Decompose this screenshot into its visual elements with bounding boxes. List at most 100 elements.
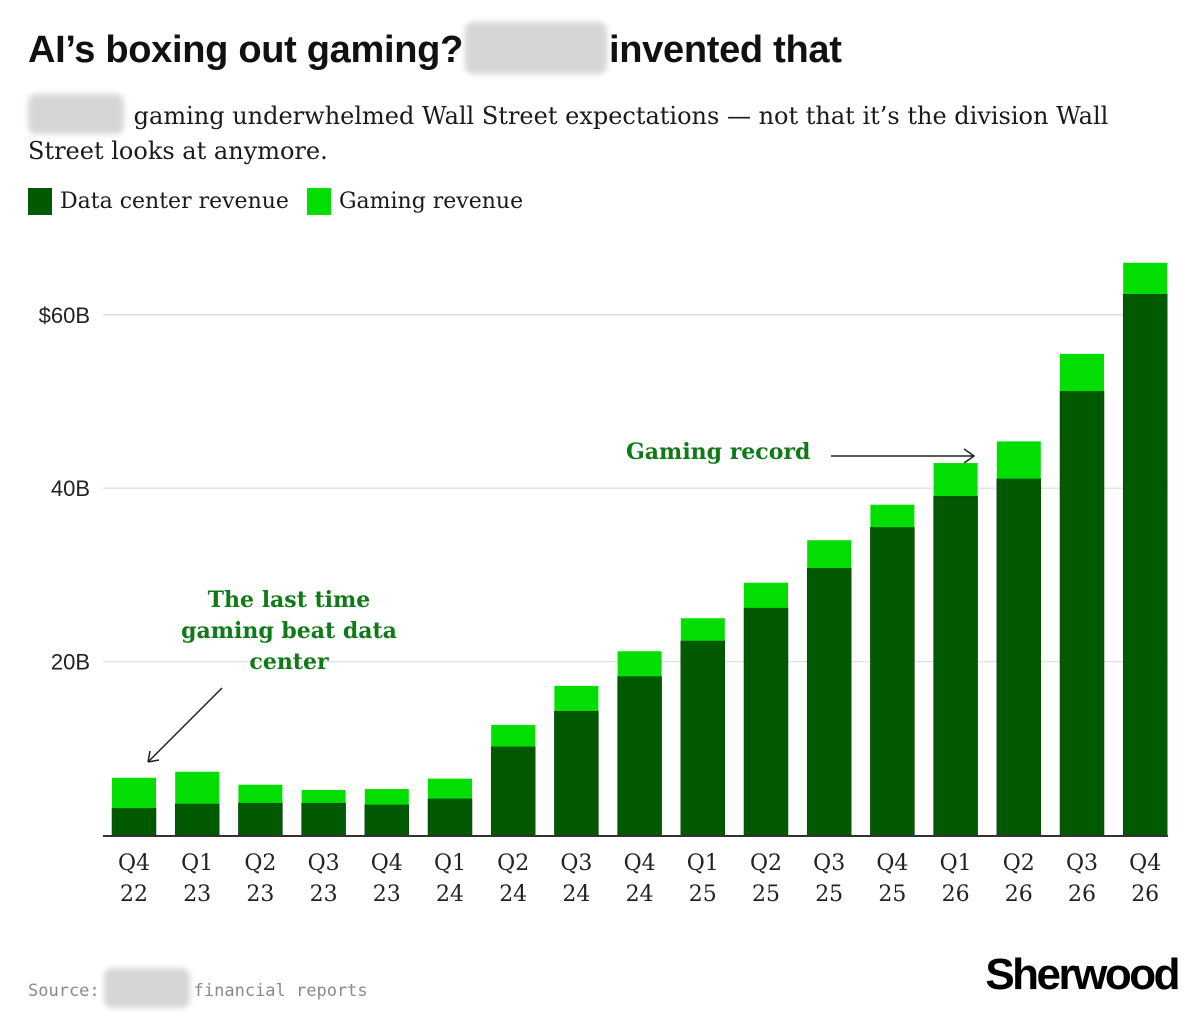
x-tick-year: 26 xyxy=(1068,882,1096,907)
bar-gaming xyxy=(238,784,283,803)
annotation-gaming-record-text: Gaming record xyxy=(626,439,810,465)
source-suffix: financial reports xyxy=(193,981,368,1001)
annotation-arrow-line xyxy=(147,687,223,763)
x-tick-quarter: Q1 xyxy=(434,851,466,876)
bar-gaming xyxy=(996,441,1041,479)
bar-data-center xyxy=(1122,293,1168,836)
bar-group xyxy=(1059,353,1105,836)
bar-gaming xyxy=(554,685,599,712)
y-tick-label: $60B xyxy=(39,303,90,328)
bar-data-center xyxy=(238,802,283,836)
bar-gaming xyxy=(428,778,472,799)
bar-group xyxy=(680,618,726,836)
x-tick-quarter: Q4 xyxy=(371,851,403,876)
x-tick-quarter: Q3 xyxy=(1066,851,1098,876)
x-tick-quarter: Q4 xyxy=(1129,851,1161,876)
bar-gaming xyxy=(491,724,536,747)
bar-group xyxy=(364,789,410,836)
bar-data-center xyxy=(490,746,536,836)
bar-data-center xyxy=(554,710,599,836)
x-tick-quarter: Q4 xyxy=(118,851,150,876)
bar-group xyxy=(554,685,599,836)
chart-title: AI’s boxing out gaming? invented that xyxy=(28,22,842,74)
bar-data-center xyxy=(680,640,726,836)
bar-data-center xyxy=(1059,390,1105,836)
bar-gaming xyxy=(744,582,788,608)
bar-data-center xyxy=(996,478,1042,836)
bar-data-center xyxy=(301,802,346,836)
legend-swatch-data-center xyxy=(28,188,52,215)
x-tick-year: 24 xyxy=(562,882,590,907)
bar-data-center xyxy=(364,804,410,836)
x-tick-year: 26 xyxy=(1005,882,1033,907)
x-tick-year: 25 xyxy=(689,882,717,907)
bar-group xyxy=(870,504,915,836)
bar-group xyxy=(174,771,220,836)
bars xyxy=(111,262,1168,836)
bar-data-center xyxy=(806,567,852,836)
y-tick-label: 20B xyxy=(51,650,90,675)
x-tick-quarter: Q2 xyxy=(244,851,276,876)
arrow-head-icon xyxy=(147,750,160,763)
x-tick-year: 23 xyxy=(310,882,338,907)
x-tick-quarter: Q3 xyxy=(560,851,592,876)
bar-data-center xyxy=(111,807,157,836)
bar-data-center xyxy=(933,495,978,836)
x-tick-year: 23 xyxy=(373,882,401,907)
legend: Data center revenue Gaming revenue xyxy=(28,188,541,215)
x-tick-year: 24 xyxy=(436,882,464,907)
bar-group xyxy=(427,778,473,836)
x-tick-year: 25 xyxy=(815,882,843,907)
bar-gaming xyxy=(175,771,220,804)
bar-gaming xyxy=(112,777,156,809)
bar-group xyxy=(996,441,1042,836)
x-tick-year: 24 xyxy=(499,882,527,907)
x-tick-quarter: Q3 xyxy=(308,851,340,876)
x-tick-quarter: Q1 xyxy=(181,851,213,876)
bar-gaming xyxy=(870,504,915,528)
x-tick-year: 23 xyxy=(246,882,274,907)
arrow-head-icon xyxy=(963,448,976,464)
bar-gaming xyxy=(301,789,346,803)
x-tick-year: 24 xyxy=(626,882,654,907)
annotation-last-time-text: gaming beat data xyxy=(181,618,397,644)
x-tick-quarter: Q4 xyxy=(624,851,656,876)
chart-subtitle: gaming underwhelmed Wall Street expectat… xyxy=(28,94,1178,168)
x-tick-quarter: Q2 xyxy=(497,851,529,876)
bar-data-center xyxy=(427,798,473,836)
subtitle-text: gaming underwhelmed Wall Street expectat… xyxy=(28,102,1109,165)
x-tick-year: 26 xyxy=(942,882,970,907)
legend-label-data-center: Data center revenue xyxy=(60,189,289,214)
x-tick-year: 26 xyxy=(1131,882,1159,907)
legend-label-gaming: Gaming revenue xyxy=(338,189,524,214)
x-tick-quarter: Q2 xyxy=(1003,851,1035,876)
legend-item-gaming: Gaming revenue xyxy=(306,188,524,215)
bar-group xyxy=(490,724,536,836)
bar-gaming xyxy=(617,651,662,677)
x-tick-year: 25 xyxy=(878,882,906,907)
x-tick-quarter: Q1 xyxy=(687,851,719,876)
bar-gaming xyxy=(1060,353,1104,392)
bar-gaming xyxy=(933,463,978,497)
bar-data-center xyxy=(174,803,220,836)
title-part-1: AI’s boxing out gaming? xyxy=(28,29,463,71)
bar-data-center xyxy=(743,607,789,836)
bar-group xyxy=(301,789,346,836)
x-tick-quarter: Q2 xyxy=(750,851,782,876)
bar-group xyxy=(933,463,978,836)
x-tick-year: 25 xyxy=(752,882,780,907)
annotations: The last time gaming beat data center Gamin… xyxy=(147,439,976,763)
x-tick-year: 22 xyxy=(120,882,148,907)
bar-group xyxy=(111,777,157,836)
redacted-block xyxy=(103,968,190,1008)
title-part-2: invented that xyxy=(609,29,842,71)
y-axis: 20B 40B $60B xyxy=(39,303,90,675)
redacted-block xyxy=(465,22,607,74)
brand-logo: Sherwood xyxy=(985,950,1180,999)
x-tick-quarter: Q4 xyxy=(876,851,908,876)
bar-group xyxy=(743,582,789,836)
bar-group xyxy=(238,784,283,836)
x-tick-quarter: Q1 xyxy=(940,851,972,876)
x-tick-quarter: Q3 xyxy=(813,851,845,876)
